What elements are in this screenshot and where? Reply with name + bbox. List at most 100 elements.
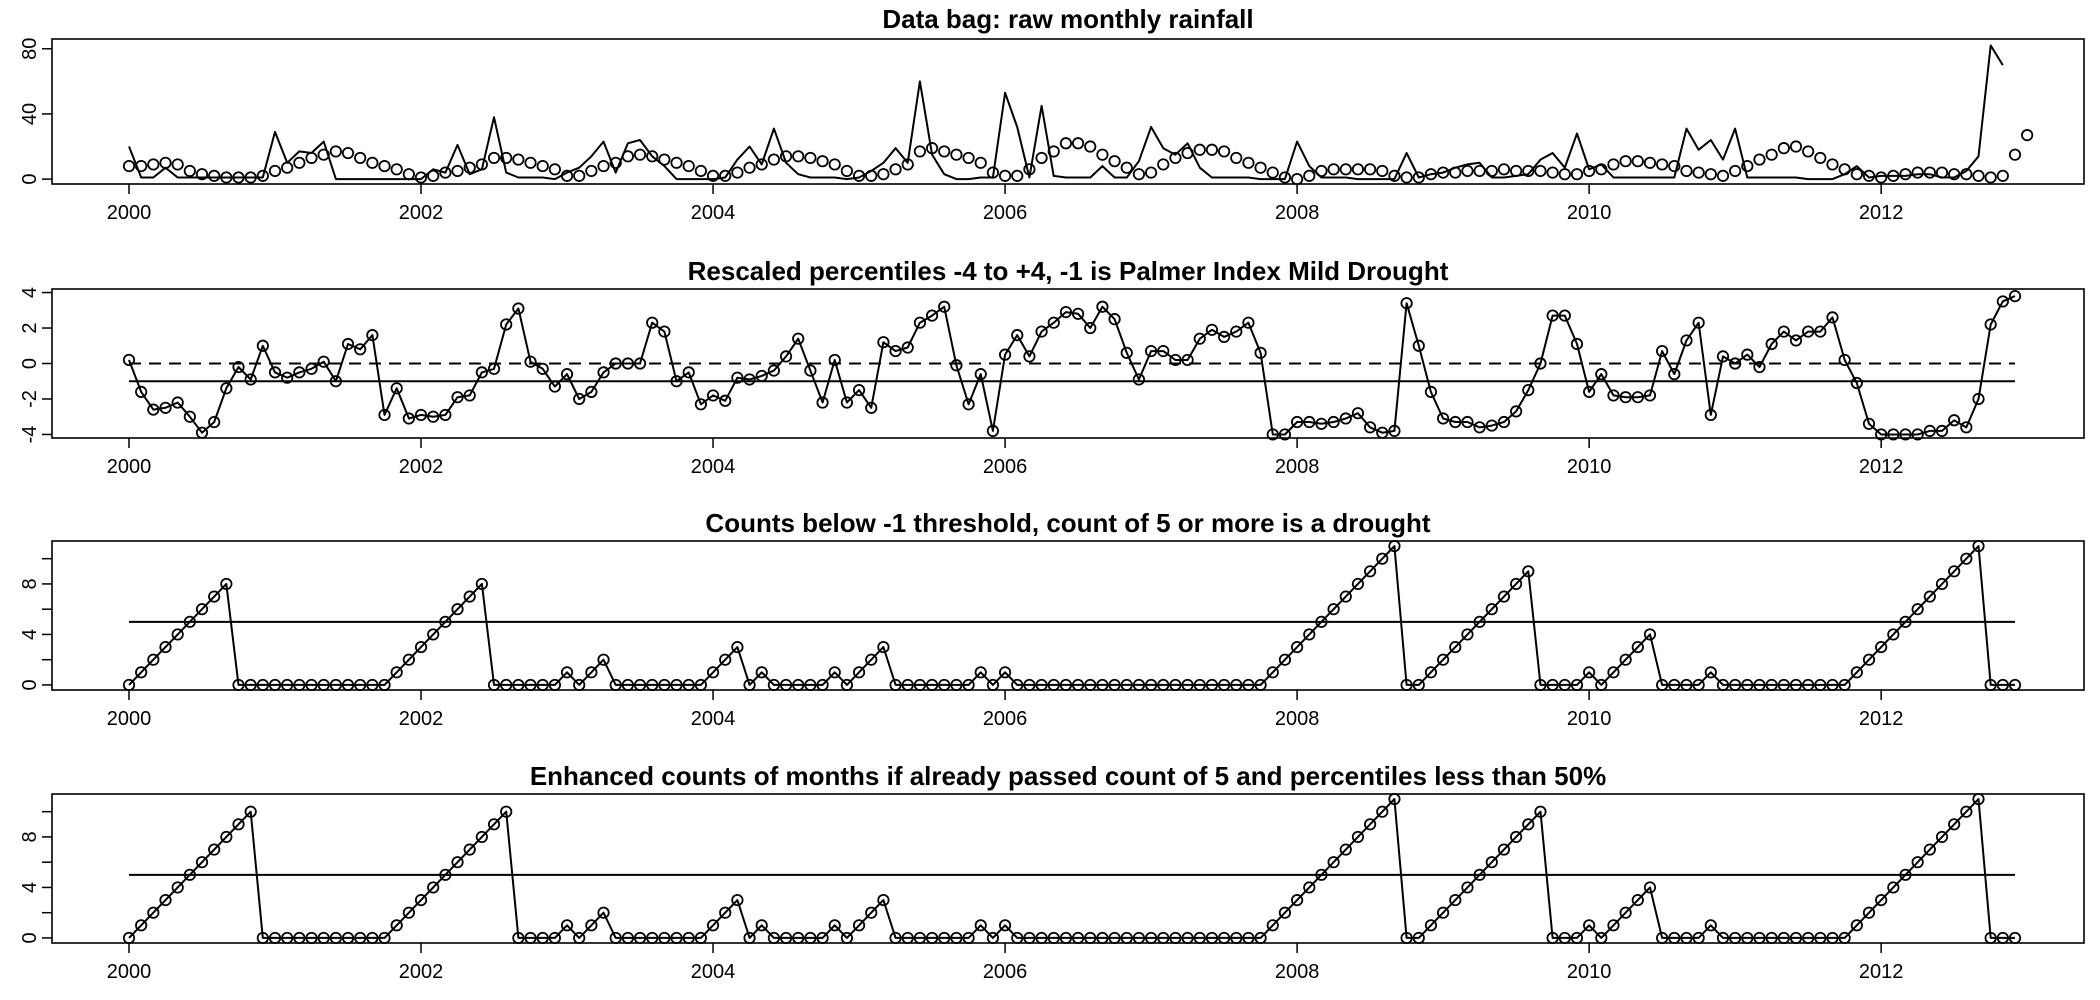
panel-title: Data bag: raw monthly rainfall [882,4,1253,34]
data-point [1765,678,1778,692]
y-tick-label: 8 [19,831,41,842]
data-point [840,164,853,178]
data-point [244,805,257,818]
data-point [1680,931,1693,945]
data-point [1254,161,1267,174]
data-point [1169,678,1182,692]
data-point [1315,417,1328,430]
data-point [998,919,1012,932]
data-point [1716,169,1730,182]
data-point [852,169,866,182]
data-point [256,678,269,692]
data-point [171,396,184,409]
data-point [256,931,269,945]
data-point [1023,163,1036,176]
data-point [2008,289,2022,303]
data-point [1461,415,1474,429]
data-point [1047,316,1060,329]
data-point [1607,666,1620,679]
data-point [427,169,440,182]
data-point [706,389,720,402]
data-point [1437,653,1450,666]
data-point [1607,158,1620,171]
data-point [1680,334,1693,347]
data-point [1132,678,1146,692]
data-point [1364,565,1377,578]
data-point [694,164,707,178]
y-tick-label: 8 [19,578,41,589]
data-point [378,159,391,173]
data-point [646,316,659,329]
data-point [865,401,878,414]
data-point [414,171,428,184]
data-point [1935,166,1949,179]
data-point [1084,140,1097,153]
data-point [962,398,975,411]
data-point [390,919,403,932]
x-tick-label: 2000 [107,708,152,730]
data-point [1887,881,1900,894]
data-point [159,401,172,414]
data-point [1011,931,1024,945]
data-point [925,931,939,945]
data-point [1339,412,1352,425]
data-point [536,159,549,173]
data-point [135,666,148,679]
data-point [694,931,707,945]
data-point [1437,412,1450,425]
data-point [1059,678,1073,692]
data-point [1753,678,1766,692]
data-point [2008,148,2022,161]
data-point [1254,346,1267,359]
data-point [998,666,1012,679]
data-point [354,678,367,692]
data-point [122,931,136,945]
data-point [1570,168,1584,181]
data-point [560,919,574,932]
data-point [1011,678,1024,692]
data-point [1412,171,1425,184]
data-point [305,362,318,375]
data-point [1899,168,1912,181]
data-point [1704,919,1717,932]
data-point [828,158,841,171]
data-point [573,678,586,692]
data-point [208,169,221,182]
data-point [1789,931,1803,945]
data-point [1096,678,1109,692]
data-point [232,360,245,374]
data-point [901,678,914,692]
x-tick-label: 2008 [1275,961,1320,983]
data-point [1765,148,1778,161]
data-point [1242,316,1255,329]
data-point [950,678,963,692]
data-point [135,159,148,173]
data-point [2008,678,2022,692]
data-point [1522,818,1535,831]
data-point [913,145,927,158]
data-point [293,931,306,945]
data-point [487,151,501,165]
data-point [439,408,452,422]
data-point [1583,919,1596,932]
data-point [573,169,586,182]
data-point [341,146,355,160]
data-point [816,155,829,168]
data-point [1108,155,1121,168]
data-point [828,666,841,679]
data-point [755,158,768,171]
data-point [1084,931,1097,945]
data-point [1631,391,1644,404]
data-point [1583,164,1596,178]
data-point [1193,931,1206,945]
data-point [220,577,233,591]
data-point [938,931,951,945]
data-point [366,156,379,169]
data-point [755,666,768,679]
data-point [1522,565,1535,578]
data-point [670,931,683,945]
data-point [792,150,805,163]
data-point [1351,577,1365,591]
y-tick-label: 0 [19,932,41,943]
data-point [621,678,634,692]
